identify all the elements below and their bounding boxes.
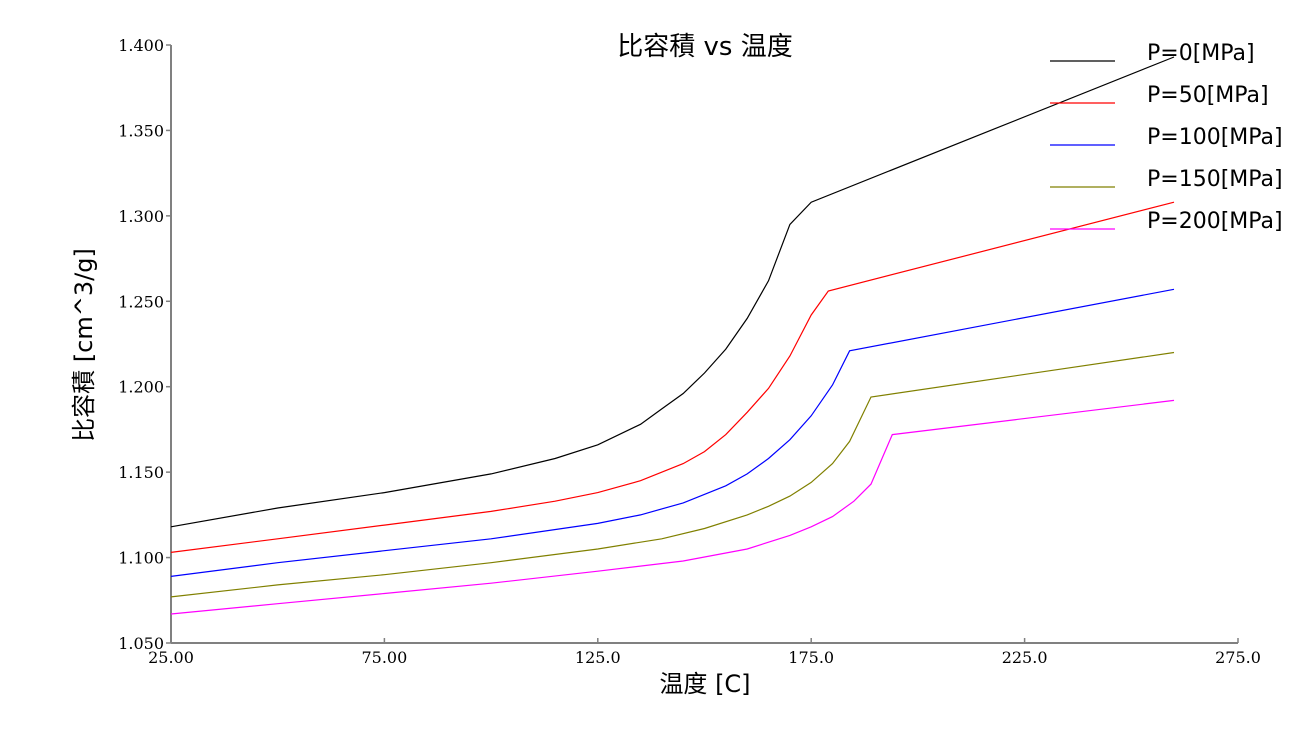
series-line [170, 351, 1175, 598]
legend-label: P=200[MPa] [1147, 209, 1283, 234]
legend-label: P=0[MPa] [1147, 41, 1255, 66]
y-axis: 1.050 1.100 1.150 1.200 1.250 1.300 1.350 1.400 [118, 36, 172, 653]
y-tick-label: 1.300 [118, 207, 164, 226]
legend-label: P=100[MPa] [1147, 125, 1283, 150]
x-axis-title: 温度 [C] [659, 670, 750, 698]
x-tick-label: 125.0 [575, 648, 621, 667]
legend-label: P=150[MPa] [1147, 167, 1283, 192]
chart-title: 比容積 vs 温度 [617, 32, 792, 62]
series-lines [170, 56, 1175, 615]
y-tick-label: 1.350 [118, 121, 164, 140]
x-tick-label: 75.00 [361, 648, 407, 667]
y-tick-label: 1.150 [118, 463, 164, 482]
y-tick-label: 1.100 [118, 549, 164, 568]
y-tick-label: 1.050 [118, 634, 164, 653]
x-tick-label: 175.0 [788, 648, 834, 667]
x-tick-label: 25.00 [148, 648, 194, 667]
y-tick-label: 1.400 [118, 36, 164, 55]
series-line [170, 399, 1175, 615]
y-tick-label: 1.200 [118, 378, 164, 397]
y-axis-title: 比容積 [cm^3/g] [70, 248, 98, 442]
y-tick-label: 1.250 [118, 292, 164, 311]
series-line [170, 201, 1175, 553]
series-line [170, 288, 1175, 577]
x-tick-label: 275.0 [1215, 648, 1261, 667]
legend: P=0[MPa] P=50[MPa] P=100[MPa] P=150[MPa] P=2… [1050, 41, 1283, 234]
x-tick-label: 225.0 [1002, 648, 1048, 667]
series-line [170, 56, 1175, 528]
x-axis: 25.00 75.00 125.0 175.0 225.0 275.0 [148, 638, 1261, 667]
legend-label: P=50[MPa] [1147, 83, 1269, 108]
